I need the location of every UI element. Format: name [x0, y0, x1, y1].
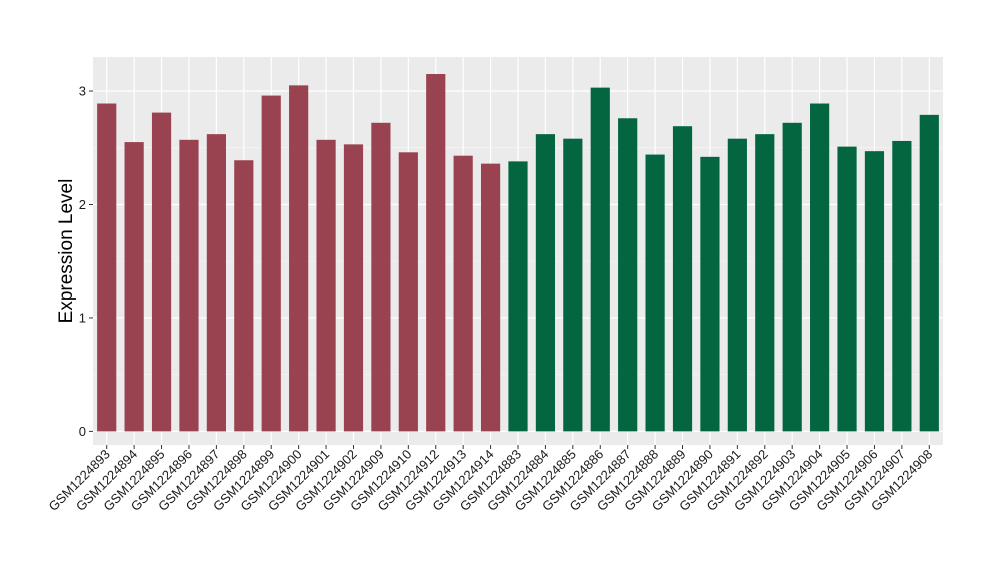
bar-GSM1224910	[398, 152, 418, 432]
bar-GSM1224889	[672, 126, 693, 432]
bar-GSM1224887	[618, 118, 638, 432]
bar-GSM1224896	[179, 139, 199, 432]
bar-GSM1224886	[590, 87, 610, 432]
bars-group	[97, 74, 939, 432]
bar-GSM1224913	[453, 155, 473, 432]
bar-GSM1224894	[124, 142, 144, 432]
y-tick-label: 2	[79, 197, 86, 212]
bar-GSM1224890	[700, 156, 720, 432]
bar-GSM1224892	[755, 134, 775, 432]
bar-GSM1224899	[261, 95, 281, 432]
bar-GSM1224888	[645, 154, 665, 432]
y-axis: 0 1 2 3	[79, 84, 93, 439]
bar-GSM1224904	[810, 103, 830, 432]
bar-GSM1224902	[343, 144, 364, 432]
bar-GSM1224906	[864, 151, 885, 432]
bar-GSM1224908	[919, 114, 939, 432]
bar-GSM1224895	[151, 112, 172, 432]
bar-GSM1224905	[837, 146, 857, 432]
bar-GSM1224893	[97, 103, 117, 432]
bar-GSM1224900	[289, 85, 309, 432]
bar-GSM1224897	[206, 134, 226, 432]
y-tick-label: 3	[79, 84, 86, 99]
bar-GSM1224884	[535, 134, 556, 432]
bar-GSM1224901	[316, 139, 336, 432]
bar-GSM1224914	[480, 163, 501, 432]
bar-GSM1224907	[892, 140, 912, 432]
bar-GSM1224883	[508, 161, 528, 432]
y-tick-label: 0	[79, 424, 86, 439]
y-axis-title: Expression Level	[56, 179, 77, 324]
bar-GSM1224903	[782, 122, 802, 432]
x-axis: GSM1224893GSM1224894GSM1224895GSM1224896…	[45, 445, 935, 514]
bar-GSM1224912	[426, 74, 446, 432]
bar-GSM1224891	[727, 138, 747, 432]
y-tick-label: 1	[79, 310, 86, 325]
bar-GSM1224898	[234, 160, 254, 432]
bar-GSM1224909	[371, 122, 391, 432]
bar-GSM1224885	[563, 138, 583, 432]
